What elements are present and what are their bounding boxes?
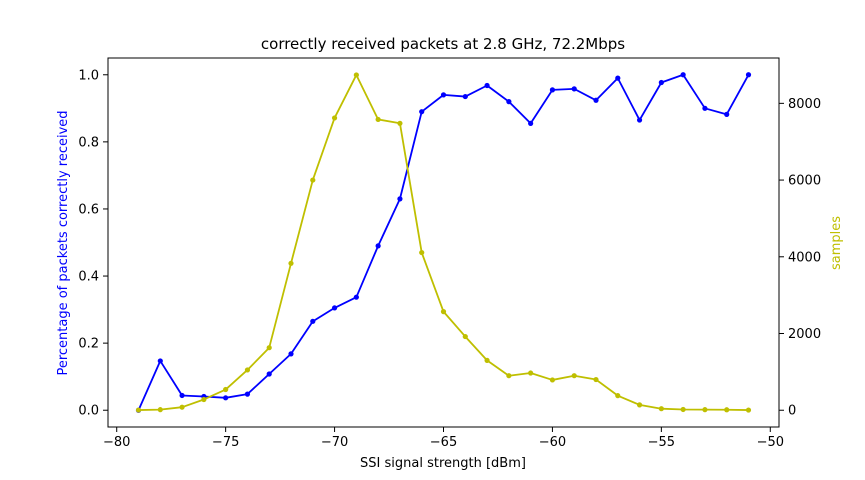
plot-frame-border xyxy=(107,57,780,428)
series-point-left xyxy=(397,196,403,202)
series-point-right xyxy=(571,373,577,379)
series-point-left xyxy=(266,371,272,377)
series-point-left xyxy=(288,351,294,357)
series-point-left xyxy=(223,395,229,401)
series-point-right xyxy=(419,249,425,256)
y-right-tick-label: 4000 xyxy=(788,250,821,265)
series-point-right xyxy=(680,406,686,413)
series-point-left xyxy=(419,109,425,115)
series-point-right xyxy=(658,406,664,412)
series-point-left xyxy=(484,82,490,89)
series-point-right xyxy=(310,177,316,183)
y-left-tick-label: 0.2 xyxy=(78,337,99,352)
series-point-right xyxy=(375,116,381,123)
series-point-right xyxy=(288,260,294,266)
series-point-right xyxy=(179,404,185,410)
series-point-left xyxy=(440,92,447,98)
chart-title: correctly received packets at 2.8 GHz, 7… xyxy=(261,35,625,53)
series-point-right xyxy=(244,367,251,373)
y-left-tick-label: 0.4 xyxy=(78,270,99,285)
series-point-right xyxy=(201,396,207,403)
series-point-left xyxy=(462,93,468,100)
series-point-left xyxy=(615,75,621,81)
series-point-left xyxy=(571,86,577,92)
series-point-right xyxy=(353,72,359,78)
series-point-left xyxy=(636,117,643,123)
y-axis-left-label: Percentage of packets correctly received xyxy=(56,110,71,375)
series-point-left xyxy=(658,79,664,86)
x-axis-label: SSI signal strength [dBm] xyxy=(360,456,526,471)
series-point-right xyxy=(462,333,468,340)
y-left-tick-label: 0.0 xyxy=(78,404,99,419)
series-point-left xyxy=(680,72,686,78)
series-point-left xyxy=(179,392,185,399)
x-tick-label: −55 xyxy=(648,435,675,450)
y-left-tick-label: 0.8 xyxy=(78,135,99,150)
x-tick-label: −75 xyxy=(212,435,239,450)
series-point-left xyxy=(157,358,163,364)
series-point-right xyxy=(397,120,403,126)
x-tick-label: −65 xyxy=(430,435,457,450)
series-point-left xyxy=(593,97,599,103)
series-point-right xyxy=(549,377,556,383)
series-point-right xyxy=(331,115,338,121)
series-point-right xyxy=(506,373,512,379)
series-point-left xyxy=(244,391,251,397)
y-left-tick-label: 1.0 xyxy=(78,68,99,83)
series-point-right xyxy=(135,407,142,413)
series-point-right xyxy=(528,370,534,376)
series-point-left xyxy=(724,111,730,117)
x-tick-label: −50 xyxy=(757,435,784,450)
series-point-right xyxy=(223,386,229,393)
series-point-right xyxy=(593,376,599,383)
series-point-left xyxy=(702,105,708,111)
series-point-right xyxy=(440,309,447,315)
y-right-tick-label: 0 xyxy=(788,404,796,419)
series-point-right xyxy=(157,407,163,413)
plot-marks xyxy=(135,72,752,413)
series-point-left xyxy=(353,294,359,300)
series-point-left xyxy=(745,72,752,78)
series-point-right xyxy=(745,407,752,413)
series-point-left xyxy=(506,99,512,105)
y-left-tick-label: 0.6 xyxy=(78,202,99,217)
series-point-right xyxy=(724,407,730,413)
series-line-right xyxy=(138,74,749,411)
series-point-right xyxy=(484,357,490,363)
series-point-left xyxy=(331,305,338,311)
axes: −80 −75 −70 −65 −60 −55 −50 0.0 0.2 0.4 0.6 0.8 1.0 0… xyxy=(78,57,821,450)
x-tick-label: −70 xyxy=(321,435,348,450)
x-tick-label: −60 xyxy=(539,435,566,450)
y-axis-right-label: samples xyxy=(829,216,844,270)
x-tick-label: −80 xyxy=(103,435,130,450)
series-point-right xyxy=(636,402,643,408)
series-point-left xyxy=(310,318,316,324)
series-line-left xyxy=(137,73,750,411)
series-point-left xyxy=(549,87,556,93)
series-point-right xyxy=(615,393,621,399)
series-point-left xyxy=(375,243,381,249)
y-right-tick-label: 2000 xyxy=(788,327,821,342)
series-point-right xyxy=(702,407,708,413)
series-point-right xyxy=(266,345,272,351)
y-right-tick-label: 8000 xyxy=(788,97,821,112)
series-point-left xyxy=(528,120,534,127)
y-right-tick-label: 6000 xyxy=(788,174,821,189)
